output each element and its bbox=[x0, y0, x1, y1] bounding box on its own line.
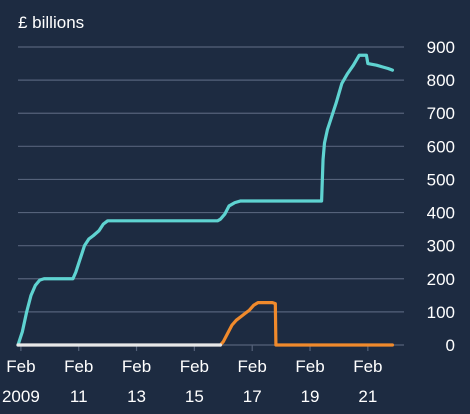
y-tick-label: 100 bbox=[427, 303, 455, 322]
x-tick-month: Feb bbox=[6, 357, 35, 376]
y-tick-label: 500 bbox=[427, 170, 455, 189]
x-tick-year: 15 bbox=[185, 387, 204, 406]
unit-label: £ billions bbox=[18, 13, 84, 32]
x-tick-year: 17 bbox=[243, 387, 262, 406]
y-tick-label: 300 bbox=[427, 237, 455, 256]
x-tick-month: Feb bbox=[180, 357, 209, 376]
y-tick-label: 700 bbox=[427, 104, 455, 123]
x-tick-month: Feb bbox=[295, 357, 324, 376]
x-tick-month: Feb bbox=[238, 357, 267, 376]
x-tick-year: 2009 bbox=[2, 387, 40, 406]
x-tick-year: 11 bbox=[70, 387, 88, 406]
series-line-2 bbox=[218, 301, 395, 347]
x-tick-year: 19 bbox=[301, 387, 320, 406]
y-tick-label: 200 bbox=[427, 270, 455, 289]
y-tick-label: 0 bbox=[446, 336, 455, 355]
x-tick-year: 13 bbox=[127, 387, 146, 406]
y-tick-label: 900 bbox=[427, 38, 455, 57]
y-tick-label: 400 bbox=[427, 204, 455, 223]
series-line-1 bbox=[16, 53, 395, 347]
y-axis-ticks: 0 100 200 300 400 500 600 700 800 900 bbox=[427, 38, 455, 355]
x-axis-ticks: Feb 2009 Feb 11 Feb 13 Feb 15 Feb 17 Feb 19 Feb 21 bbox=[2, 345, 383, 406]
x-tick-month: Feb bbox=[64, 357, 93, 376]
y-tick-label: 800 bbox=[427, 71, 455, 90]
series bbox=[16, 53, 395, 347]
x-tick-year: 21 bbox=[358, 387, 377, 406]
x-tick-month: Feb bbox=[353, 357, 382, 376]
y-tick-label: 600 bbox=[427, 137, 455, 156]
x-tick-month: Feb bbox=[122, 357, 151, 376]
gridlines bbox=[18, 46, 404, 346]
